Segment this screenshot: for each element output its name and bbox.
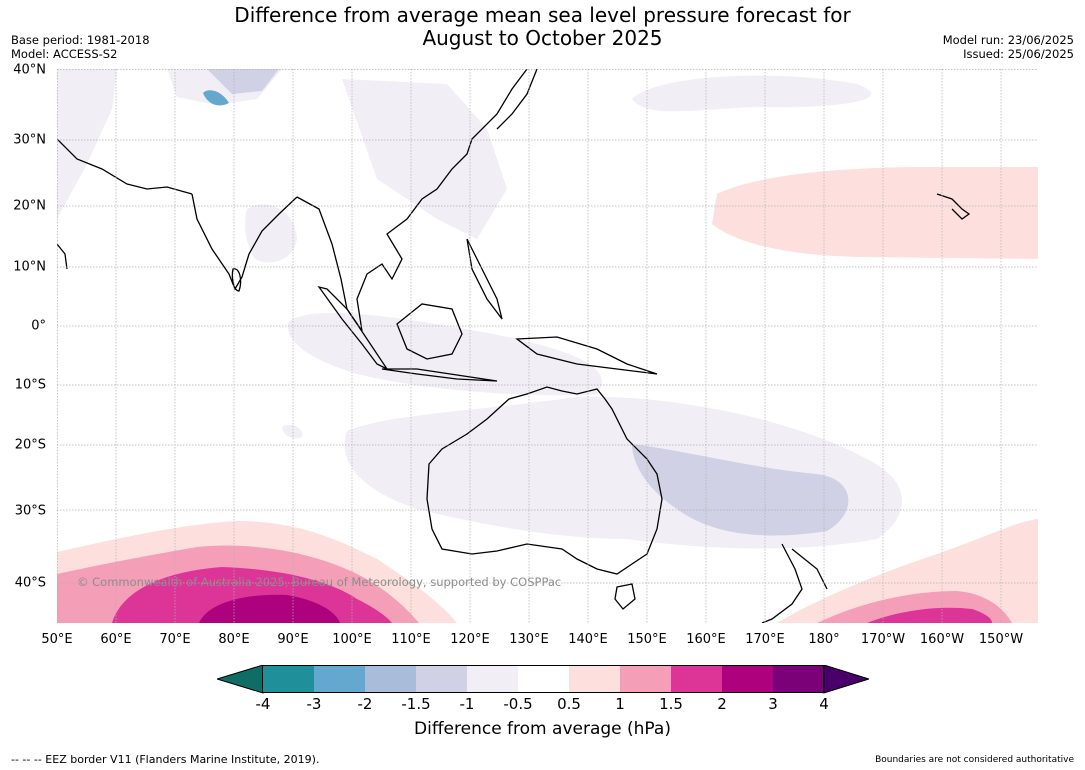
coast-new-guinea [515, 336, 658, 375]
lat-label-30n: 30°N [13, 132, 46, 148]
lat-label-40n: 40°N [13, 62, 46, 78]
colorbar-segment [773, 665, 824, 693]
cb-tick-2: -2 [357, 695, 373, 713]
colorbar-segment [314, 665, 365, 693]
shade-neg05-west-asia [57, 69, 117, 219]
lon-label-170w: 170°W [860, 632, 906, 647]
cb-tick-7: 1 [615, 695, 625, 713]
cb-tick-4: -1 [459, 695, 475, 713]
graticule [57, 69, 1038, 623]
colorbar-label: Difference from average (hPa) [414, 719, 671, 739]
lon-label-80e: 80°E [218, 632, 250, 647]
colorbar-arrow-low [217, 665, 264, 694]
lon-label-50e: 50°E [41, 632, 73, 647]
lat-label-20n: 20°N [13, 198, 46, 214]
lon-label-180: 180° [808, 632, 840, 647]
base-period: Base period: 1981-2018 [11, 33, 150, 47]
shade-neg05-indian-ocean [282, 424, 303, 439]
cb-tick-3: -1.5 [401, 695, 431, 713]
cb-tick-9: 2 [717, 695, 727, 713]
anomaly-shading [57, 69, 1038, 623]
colorbar-arrow-high [823, 665, 869, 694]
cb-tick-8: 1.5 [659, 695, 683, 713]
coastlines [57, 69, 971, 623]
issued-date: Issued: 25/06/2025 [963, 47, 1074, 61]
coast-hawaii [936, 193, 971, 220]
coast-philippines [466, 238, 503, 320]
lon-label-170e: 170°E [745, 632, 785, 647]
lon-label-70e: 70°E [159, 632, 191, 647]
coast-borneo [396, 303, 463, 360]
lon-label-130e: 130°E [509, 632, 549, 647]
lon-label-150w: 150°W [978, 632, 1024, 647]
lon-label-160w: 160°W [919, 632, 965, 647]
map-title: Difference from average mean sea level p… [0, 4, 1085, 50]
colorbar-segment [365, 665, 416, 693]
shade-neg05-bay [245, 204, 297, 263]
cb-tick-0: -4 [255, 695, 271, 713]
coast-tasmania [614, 583, 636, 610]
cb-tick-10: 3 [768, 695, 778, 713]
lon-label-150e: 150°E [627, 632, 667, 647]
coast-sri-lanka [231, 268, 242, 292]
colorbar-segment [467, 665, 518, 693]
boundary-disclaimer: Boundaries are not considered authoritat… [875, 755, 1074, 765]
colorbar-segment [620, 665, 671, 693]
shade-pos05-north-pacific [712, 167, 1038, 259]
coast-africa-horn [57, 243, 68, 270]
cb-tick-5: -0.5 [503, 695, 533, 713]
shade-neg1-tasman [632, 444, 849, 536]
coast-india [191, 193, 298, 291]
colorbar-segment [518, 665, 569, 693]
colorbar-segment [722, 665, 773, 693]
copyright-credit: © Commonwealth of Australia 2025, Bureau… [77, 575, 562, 589]
coast-australia [426, 386, 663, 575]
coast-arabia-iran [57, 138, 193, 195]
shade-neg05-north-pacific [632, 75, 871, 112]
cb-tick-6: 0.5 [557, 695, 581, 713]
model-name: Model: ACCESS-S2 [11, 47, 118, 61]
colorbar [217, 665, 869, 694]
lat-label-40s: 40°S [14, 575, 46, 591]
lon-label-160e: 160°E [686, 632, 726, 647]
lon-label-90e: 90°E [277, 632, 309, 647]
eez-note: -- -- -- EEZ border V11 (Flanders Marine… [11, 753, 320, 766]
coast-japan [496, 69, 538, 130]
lat-label-0: 0° [31, 318, 46, 334]
shade-pos15-south-east [867, 607, 992, 623]
pressure-anomaly-map [57, 69, 1038, 623]
lon-label-100e: 100°E [332, 632, 372, 647]
coast-java [381, 368, 498, 382]
colorbar-frame [262, 665, 824, 693]
colorbar-segments [217, 665, 869, 694]
lat-label-10n: 10°N [13, 259, 46, 275]
cb-tick-11: 4 [819, 695, 829, 713]
lon-label-120e: 120°E [450, 632, 490, 647]
model-run-date: Model run: 23/06/2025 [942, 33, 1074, 47]
title-line-1: Difference from average mean sea level p… [234, 3, 851, 27]
shade-neg05-maritime [287, 312, 602, 396]
title-line-2: August to October 2025 [422, 26, 663, 50]
colorbar-segment [263, 665, 314, 693]
cb-tick-1: -3 [306, 695, 322, 713]
model-info: Base period: 1981-2018 Model: ACCESS-S2 [11, 33, 150, 61]
colorbar-segment [416, 665, 467, 693]
lon-label-110e: 110°E [391, 632, 431, 647]
colorbar-segment [671, 665, 722, 693]
colorbar-segment [569, 665, 620, 693]
lat-label-20s: 20°S [14, 437, 46, 453]
run-info: Model run: 23/06/2025 Issued: 25/06/2025 [943, 33, 1074, 61]
lat-label-10s: 10°S [14, 377, 46, 393]
shade-neg2-himalaya [203, 90, 229, 106]
shade-neg05-east-asia [342, 79, 507, 239]
lat-label-30s: 30°S [14, 503, 46, 519]
lon-label-60e: 60°E [100, 632, 132, 647]
shade-neg1-himalaya [207, 69, 279, 94]
lon-label-140e: 140°E [568, 632, 608, 647]
